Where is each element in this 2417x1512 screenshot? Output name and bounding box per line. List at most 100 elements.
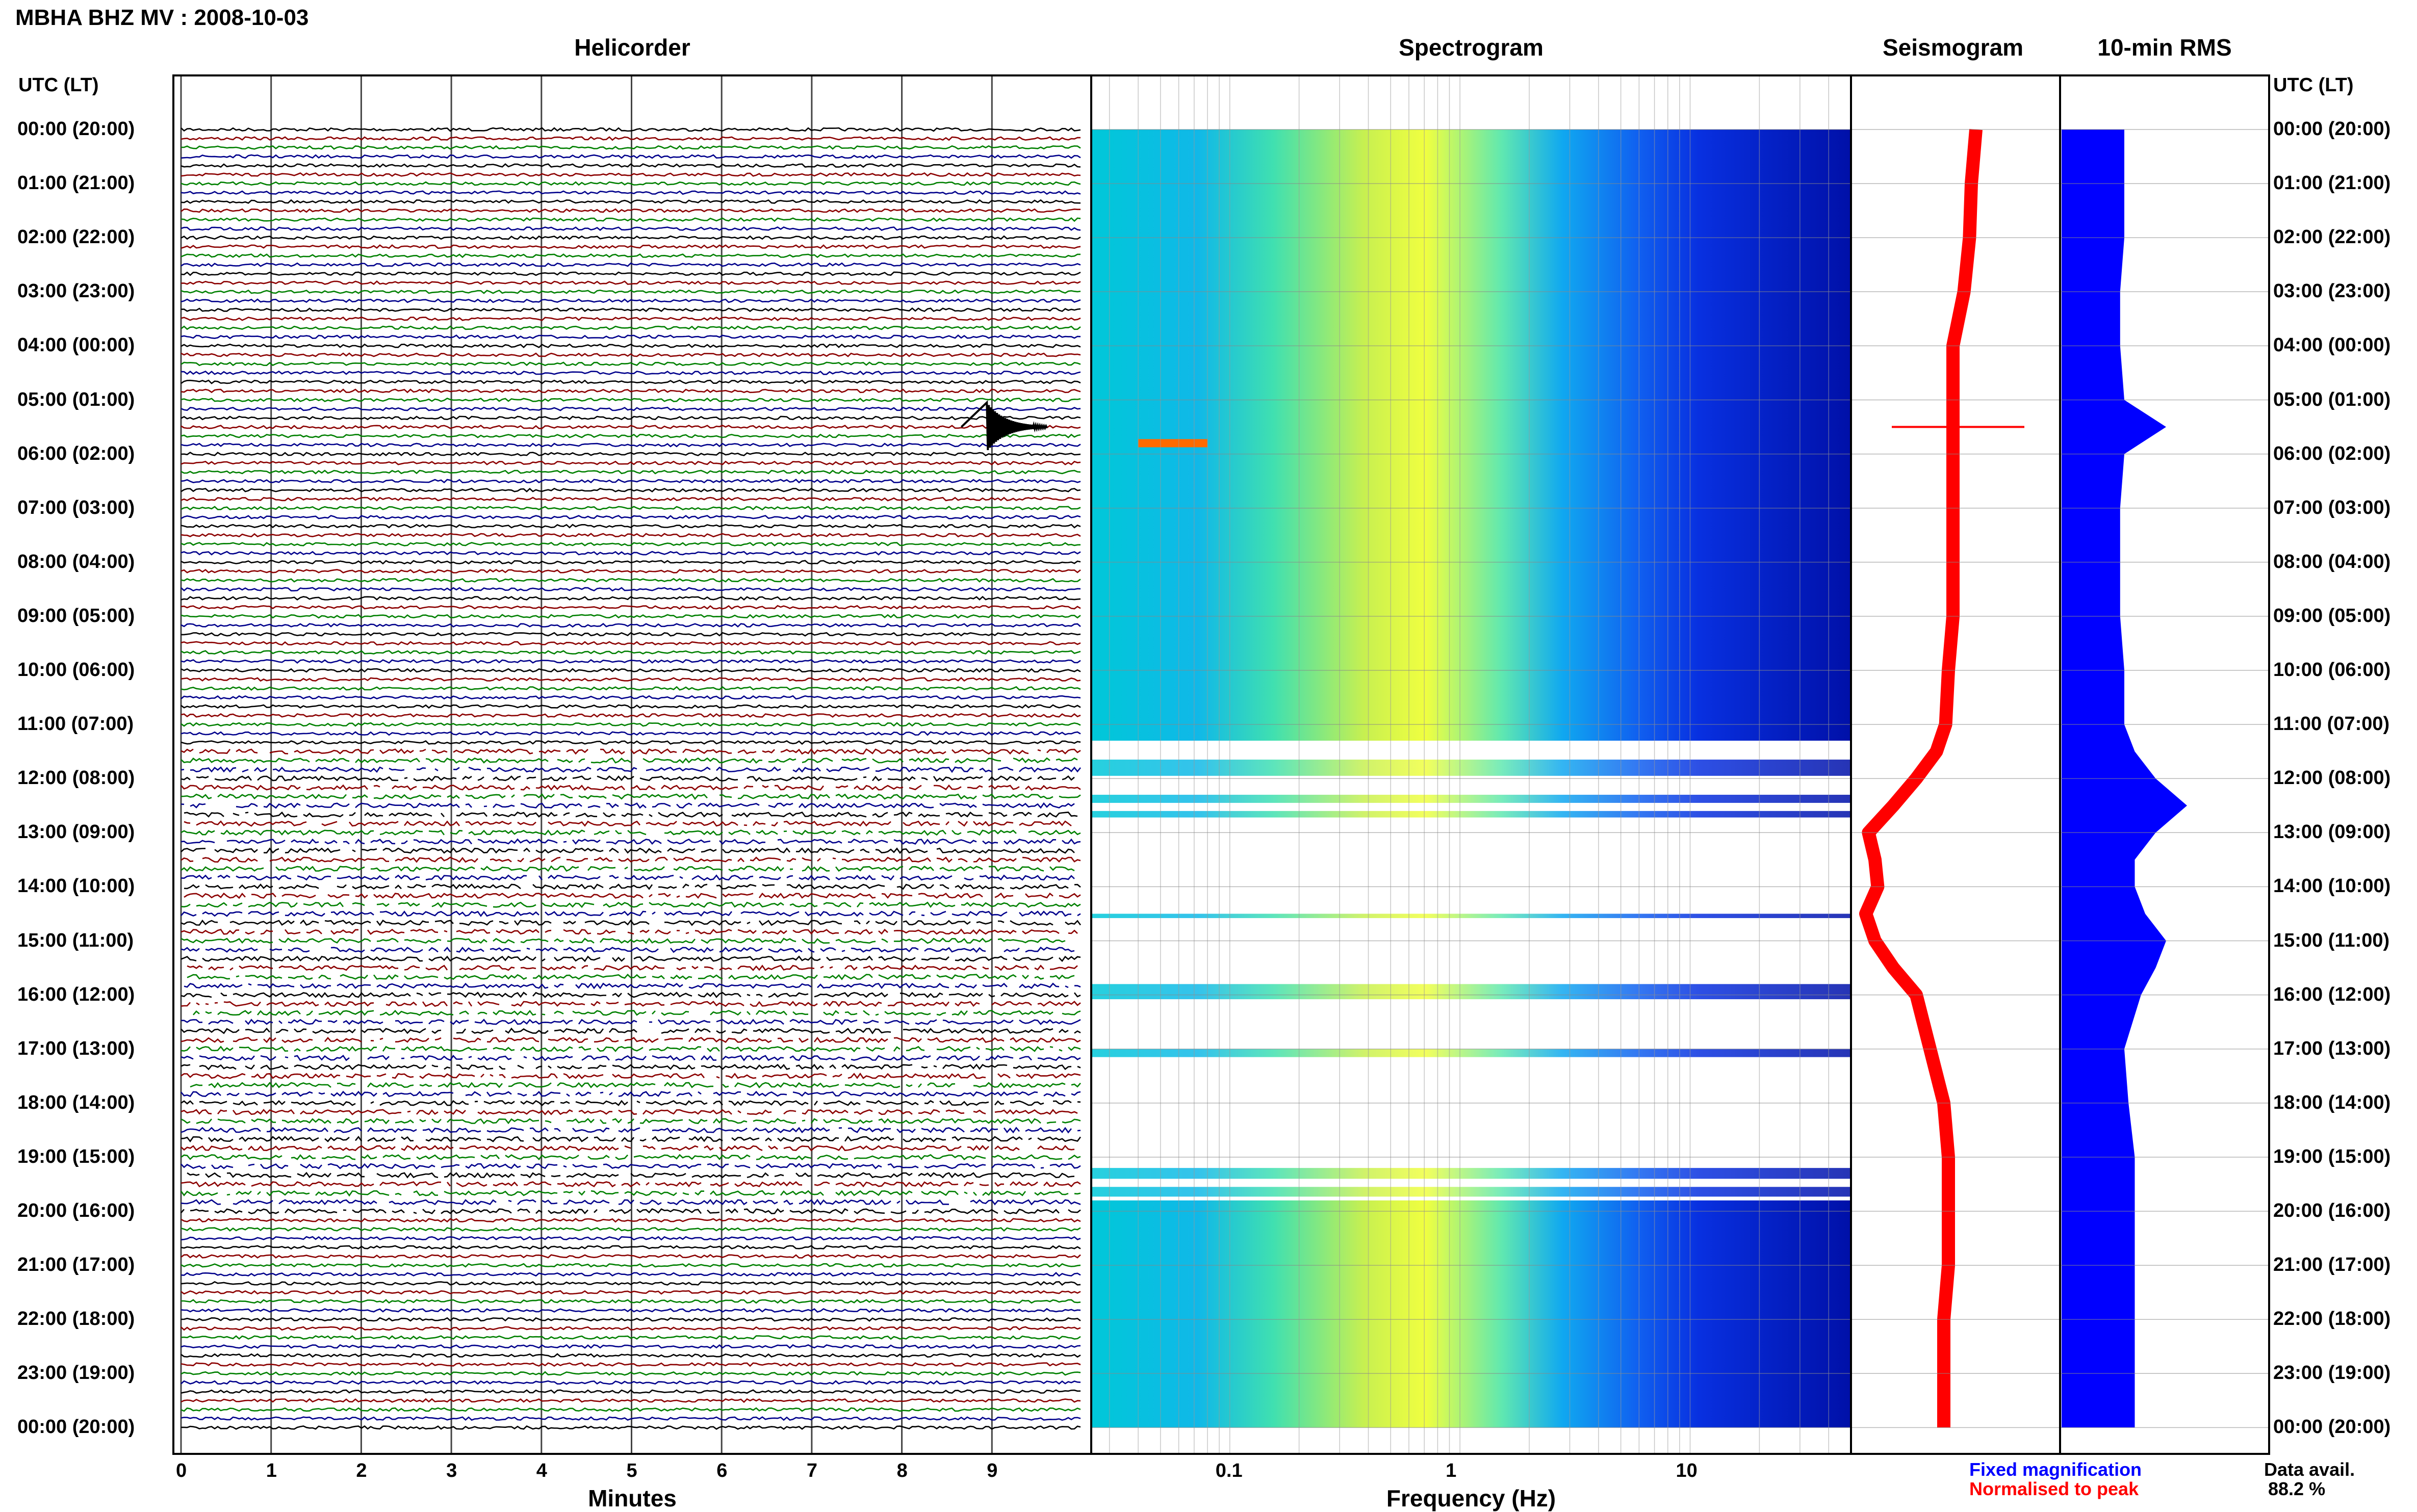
- helicorder-trace: [181, 1135, 1082, 1142]
- spectrogram-event: [1138, 439, 1208, 448]
- spectrogram-band: [1091, 914, 1851, 918]
- helicorder-trace: [181, 1344, 1081, 1349]
- helicorder-trace: [181, 659, 1081, 664]
- helicorder-trace: [181, 145, 1081, 150]
- helicorder-trace: [181, 649, 1081, 655]
- helicorder-trace: [181, 253, 1081, 258]
- helicorder-trace: [181, 343, 1081, 349]
- spectrogram-band: [1091, 1049, 1851, 1057]
- helicorder-trace: [181, 1362, 1081, 1367]
- time-label-right: 12:00 (08:00): [2273, 767, 2391, 789]
- time-label-left: 17:00 (13:00): [17, 1037, 135, 1059]
- helicorder-trace: [181, 506, 1081, 511]
- seismogram-title: Seismogram: [1882, 34, 2024, 61]
- helicorder-trace: [181, 325, 1081, 330]
- helicorder-trace: [181, 154, 1081, 159]
- helicorder-tick-label: 9: [987, 1460, 998, 1481]
- helicorder-trace: [181, 641, 1081, 646]
- time-label-left: 00:00 (20:00): [17, 1416, 135, 1438]
- helicorder-trace: [181, 352, 1081, 357]
- helicorder-trace: [181, 433, 1081, 438]
- time-label-right: 19:00 (15:00): [2273, 1145, 2391, 1167]
- helicorder-trace: [181, 334, 1081, 340]
- helicorder-trace: [181, 1073, 1081, 1080]
- helicorder-trace: [181, 136, 1081, 141]
- helicorder-trace: [184, 883, 1081, 890]
- helicorder-trace: [181, 1398, 1081, 1403]
- legend-fixed: Fixed magnification: [1969, 1459, 2142, 1480]
- helicorder-tick-label: 3: [446, 1460, 457, 1481]
- helicorder-trace: [181, 955, 1081, 962]
- helicorder-trace: [181, 262, 1081, 267]
- helicorder-trace: [181, 766, 1082, 773]
- helicorder-trace: [181, 1163, 1081, 1169]
- left-axis-label: UTC (LT): [18, 74, 99, 96]
- helicorder-trace: [181, 1299, 1081, 1304]
- helicorder-trace: [181, 1019, 1081, 1026]
- helicorder-trace: [181, 397, 1081, 403]
- helicorder-trace: [181, 289, 1081, 294]
- helicorder-trace: [181, 425, 1081, 430]
- time-label-left: 18:00 (14:00): [17, 1091, 135, 1113]
- helicorder-trace: [181, 1335, 1081, 1340]
- helicorder-trace: [181, 406, 1081, 411]
- helicorder-trace: [181, 1425, 1081, 1430]
- spectrogram-tick-label: 0.1: [1215, 1460, 1243, 1481]
- time-label-right: 00:00 (20:00): [2273, 1416, 2391, 1438]
- helicorder-trace: [181, 704, 1081, 709]
- time-label-right: 11:00 (07:00): [2273, 713, 2390, 735]
- helicorder-trace: [181, 1090, 1081, 1098]
- helicorder-trace: [181, 748, 1081, 755]
- spectrogram-title: Spectrogram: [1399, 34, 1544, 61]
- helicorder-trace: [181, 686, 1081, 691]
- helicorder-tick-label: 0: [176, 1460, 187, 1481]
- helicorder-trace: [181, 415, 1081, 421]
- helicorder-tick-label: 2: [356, 1460, 367, 1481]
- helicorder-trace: [181, 560, 1081, 565]
- spectrogram-fill-lower: [1091, 1200, 1851, 1428]
- spectrogram-fill-upper: [1091, 129, 1851, 741]
- helicorder-trace: [181, 181, 1081, 186]
- time-label-left: 07:00 (03:00): [17, 497, 135, 518]
- helicorder-trace: [180, 1190, 1081, 1197]
- time-label-right: 01:00 (21:00): [2273, 172, 2391, 194]
- helicorder-trace: [181, 595, 1081, 601]
- helicorder-trace: [181, 190, 1081, 195]
- right-axis-label: UTC (LT): [2273, 74, 2354, 96]
- time-label-left: 02:00 (22:00): [17, 226, 135, 248]
- time-label-left: 22:00 (18:00): [17, 1308, 135, 1330]
- helicorder-trace: [181, 1353, 1081, 1358]
- helicorder-trace: [181, 1036, 1081, 1044]
- helicorder-trace: [181, 1416, 1081, 1421]
- helicorder-panel: [181, 75, 1081, 1454]
- time-label-left: 04:00 (00:00): [17, 334, 135, 356]
- spectrogram-band: [1091, 1187, 1851, 1197]
- helicorder-trace: [181, 163, 1081, 168]
- helicorder-trace: [181, 487, 1081, 492]
- helicorder-trace: [181, 1127, 1081, 1134]
- helicorder-trace: [181, 1236, 1081, 1241]
- helicorder-trace: [181, 1263, 1081, 1268]
- time-label-right: 22:00 (18:00): [2273, 1308, 2391, 1330]
- helicorder-trace: [181, 542, 1081, 546]
- time-label-left: 06:00 (02:00): [17, 442, 135, 464]
- helicorder-trace: [181, 605, 1081, 610]
- time-label-left: 01:00 (21:00): [17, 172, 135, 194]
- helicorder-trace: [181, 1198, 1081, 1206]
- helicorder-trace: [181, 568, 1081, 573]
- helicorder-title: Helicorder: [574, 34, 690, 61]
- helicorder-trace: [181, 1281, 1081, 1286]
- helicorder-trace: [181, 533, 1081, 538]
- helicorder-trace: [181, 452, 1081, 457]
- helicorder-trace: [181, 856, 1081, 863]
- helicorder-trace: [181, 551, 1081, 556]
- time-label-right: 05:00 (01:00): [2273, 388, 2391, 410]
- helicorder-trace: [181, 298, 1081, 303]
- spectrogram-tick-label: 1: [1446, 1460, 1457, 1481]
- helicorder-trace: [181, 271, 1081, 276]
- helicorder-trace: [181, 1109, 1078, 1115]
- time-label-left: 03:00 (23:00): [17, 280, 135, 302]
- helicorder-trace: [181, 587, 1081, 592]
- helicorder-trace: [181, 235, 1081, 240]
